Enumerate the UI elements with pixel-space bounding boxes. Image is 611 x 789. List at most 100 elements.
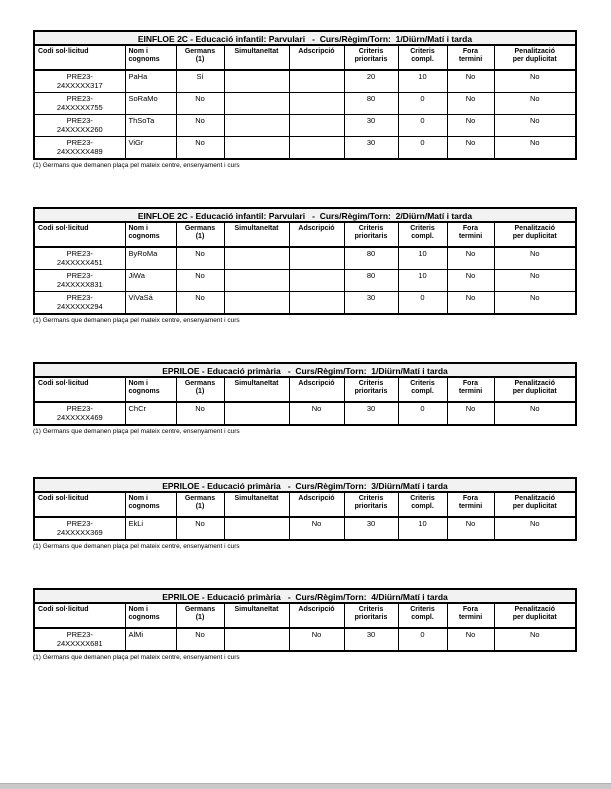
column-header-adscripcio: Adscripció <box>288 376 345 403</box>
cell-adscripcio <box>288 136 345 160</box>
cell-nom-i-cognoms: JiWa <box>124 269 177 292</box>
cell-codi-sollicitud: PRE23- 24XXXXX831 <box>33 269 126 292</box>
cell-penalitzacio-per-duplicitat: No <box>493 269 577 292</box>
cell-adscripcio <box>288 291 345 315</box>
cell-criteris-compl: 0 <box>397 92 448 115</box>
column-header-nom-i-cognoms: Nom i cognoms <box>124 491 177 518</box>
table-row: PRE23- 24XXXXX489 ViGr No 30 0 No No <box>33 136 577 160</box>
cell-codi-sollicitud: PRE23- 24XXXXX681 <box>33 627 126 652</box>
cell-criteris-prioritaris: 80 <box>343 246 399 270</box>
cell-criteris-compl: 0 <box>397 291 448 315</box>
cell-criteris-prioritaris: 30 <box>343 627 399 652</box>
table-body: PRE23- 24XXXXX317 PaHa Sí 20 10 No No PRE23- 24… <box>33 69 577 160</box>
column-header-penalitzacio-per-duplicitat: Penalització per duplicitat <box>493 221 577 248</box>
cell-criteris-prioritaris: 30 <box>343 516 399 541</box>
column-header-criteris-compl: Criteris compl. <box>397 376 448 403</box>
table-row: PRE23- 24XXXXX469 ChCr No No 30 0 No No <box>33 401 577 426</box>
cell-penalitzacio-per-duplicitat: No <box>493 401 577 426</box>
cell-criteris-prioritaris: 30 <box>343 291 399 315</box>
table-row: PRE23- 24XXXXX681 AlMi No No 30 0 No No <box>33 627 577 652</box>
admissions-table: EPRILOE - Educació primària - Curs/Règim… <box>33 477 578 541</box>
column-header-nom-i-cognoms: Nom i cognoms <box>124 376 177 403</box>
table-footnote: (1) Germans que demanen plaça pel mateix… <box>33 317 240 324</box>
cell-nom-i-cognoms: ChCr <box>124 401 177 426</box>
cell-codi-sollicitud: PRE23- 24XXXXX294 <box>33 291 126 315</box>
column-header-simultaneitat: Simultaneïtat <box>223 491 290 518</box>
column-header-germans: Germans (1) <box>175 491 225 518</box>
cell-criteris-compl: 10 <box>397 246 448 270</box>
cell-codi-sollicitud: PRE23- 24XXXXX489 <box>33 136 126 160</box>
cell-nom-i-cognoms: ThSoTa <box>124 114 177 137</box>
table-header-row: Codi sol·licitud Nom i cognoms Germans (1)… <box>33 491 577 518</box>
table-body: PRE23- 24XXXXX369 EkLi No No 30 10 No No <box>33 516 577 541</box>
cell-germans: No <box>175 516 225 541</box>
table-footnote: (1) Germans que demanen plaça pel mateix… <box>33 543 240 550</box>
column-header-criteris-prioritaris: Criteris prioritaris <box>343 491 399 518</box>
column-header-penalitzacio-per-duplicitat: Penalització per duplicitat <box>493 376 577 403</box>
cell-penalitzacio-per-duplicitat: No <box>493 92 577 115</box>
cell-penalitzacio-per-duplicitat: No <box>493 291 577 315</box>
cell-simultaneitat <box>223 136 290 160</box>
column-header-fora-termini: Fora termini <box>446 602 495 629</box>
table-title-row: EINFLOE 2C - Educació infantil: Parvular… <box>33 207 577 223</box>
table-section: EPRILOE - Educació primària - Curs/Règim… <box>33 477 578 551</box>
cell-penalitzacio-per-duplicitat: No <box>493 516 577 541</box>
cell-criteris-prioritaris: 80 <box>343 269 399 292</box>
cell-fora-termini: No <box>446 92 495 115</box>
column-header-fora-termini: Fora termini <box>446 221 495 248</box>
cell-criteris-compl: 0 <box>397 136 448 160</box>
table-body: PRE23- 24XXXXX469 ChCr No No 30 0 No No <box>33 401 577 426</box>
table-title: EPRILOE - Educació primària - Curs/Règim… <box>33 477 577 493</box>
cell-fora-termini: No <box>446 114 495 137</box>
column-header-simultaneitat: Simultaneïtat <box>223 376 290 403</box>
column-header-fora-termini: Fora termini <box>446 491 495 518</box>
column-header-fora-termini: Fora termini <box>446 376 495 403</box>
column-header-germans: Germans (1) <box>175 602 225 629</box>
cell-fora-termini: No <box>446 136 495 160</box>
column-header-codi-sollicitud: Codi sol·licitud <box>33 221 126 248</box>
cell-adscripcio <box>288 92 345 115</box>
table-footnote: (1) Germans que demanen plaça pel mateix… <box>33 162 240 169</box>
cell-nom-i-cognoms: ByRoMa <box>124 246 177 270</box>
table-title-row: EPRILOE - Educació primària - Curs/Règim… <box>33 362 577 378</box>
table-section: EPRILOE - Educació primària - Curs/Règim… <box>33 362 578 436</box>
cell-simultaneitat <box>223 627 290 652</box>
cell-germans: Sí <box>175 69 225 93</box>
table-title: EPRILOE - Educació primària - Curs/Règim… <box>33 588 577 604</box>
column-header-fora-termini: Fora termini <box>446 44 495 71</box>
column-header-criteris-prioritaris: Criteris prioritaris <box>343 376 399 403</box>
cell-codi-sollicitud: PRE23- 24XXXXX317 <box>33 69 126 93</box>
column-header-criteris-prioritaris: Criteris prioritaris <box>343 602 399 629</box>
cell-simultaneitat <box>223 516 290 541</box>
table-row: PRE23- 24XXXXX831 JiWa No 80 10 No No <box>33 269 577 292</box>
table-body: PRE23- 24XXXXX681 AlMi No No 30 0 No No <box>33 627 577 652</box>
table-header-row: Codi sol·licitud Nom i cognoms Germans (1)… <box>33 221 577 248</box>
cell-adscripcio: No <box>288 401 345 426</box>
table-row: PRE23- 24XXXXX294 ViVaSá No 30 0 No No <box>33 291 577 315</box>
table-header-row: Codi sol·licitud Nom i cognoms Germans (1)… <box>33 602 577 629</box>
table-footnote: (1) Germans que demanen plaça pel mateix… <box>33 654 240 661</box>
column-header-criteris-prioritaris: Criteris prioritaris <box>343 44 399 71</box>
table-footnote: (1) Germans que demanen plaça pel mateix… <box>33 428 240 435</box>
table-title-row: EPRILOE - Educació primària - Curs/Règim… <box>33 477 577 493</box>
cell-adscripcio <box>288 69 345 93</box>
table-row: PRE23- 24XXXXX369 EkLi No No 30 10 No No <box>33 516 577 541</box>
cell-criteris-compl: 10 <box>397 69 448 93</box>
cell-germans: No <box>175 246 225 270</box>
cell-nom-i-cognoms: ViVaSá <box>124 291 177 315</box>
table-row: PRE23- 24XXXXX260 ThSoTa No 30 0 No No <box>33 114 577 137</box>
cell-penalitzacio-per-duplicitat: No <box>493 246 577 270</box>
table-row: PRE23- 24XXXXX317 PaHa Sí 20 10 No No <box>33 69 577 93</box>
cell-nom-i-cognoms: PaHa <box>124 69 177 93</box>
column-header-nom-i-cognoms: Nom i cognoms <box>124 602 177 629</box>
cell-simultaneitat <box>223 114 290 137</box>
cell-fora-termini: No <box>446 401 495 426</box>
column-header-criteris-compl: Criteris compl. <box>397 44 448 71</box>
cell-codi-sollicitud: PRE23- 24XXXXX755 <box>33 92 126 115</box>
cell-fora-termini: No <box>446 627 495 652</box>
page-bottom-edge <box>0 783 611 789</box>
column-header-criteris-compl: Criteris compl. <box>397 491 448 518</box>
cell-simultaneitat <box>223 69 290 93</box>
cell-germans: No <box>175 114 225 137</box>
